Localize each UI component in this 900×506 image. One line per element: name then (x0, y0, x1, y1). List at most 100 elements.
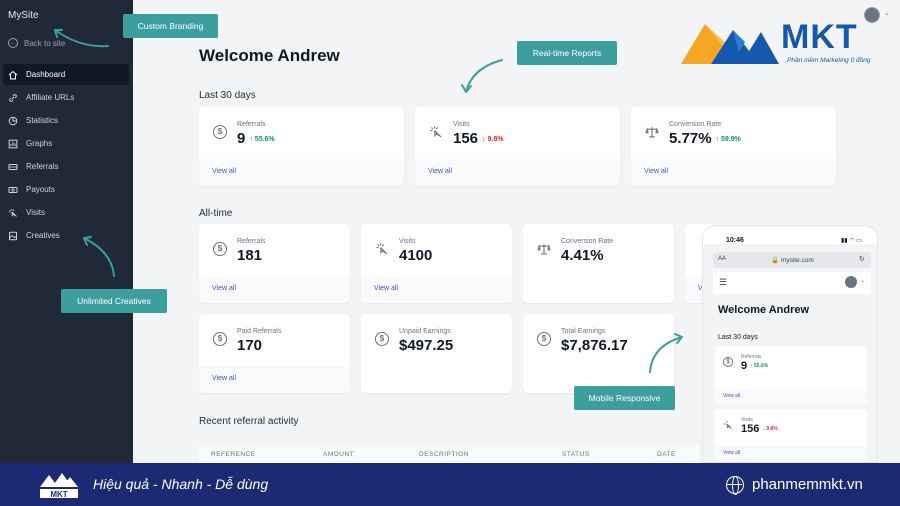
stat-label: Referrals (237, 121, 266, 128)
callout-mobile-responsive: Mobile Responsive (574, 386, 675, 410)
referral-table-header: REFERENCE AMOUNT DESCRIPTION STATUS DATE (199, 445, 699, 463)
stat-change: ↑ 55.6% (750, 363, 769, 369)
column-header[interactable]: REFERENCE (211, 451, 256, 458)
sidebar-item-graphs[interactable]: Graphs (3, 133, 129, 154)
card-footer: View all (715, 389, 867, 404)
sidebar-item-visits[interactable]: Visits (3, 202, 129, 223)
view-all-link[interactable]: V (698, 285, 703, 292)
card-footer: View all (631, 159, 836, 186)
sidebar-item-label: Payouts (26, 185, 55, 194)
site-brand[interactable]: MySite (8, 10, 39, 21)
stat-value: 4100 (399, 247, 433, 264)
column-header[interactable]: DATE (657, 451, 676, 458)
stat-card-visits-alltime: Visits 4100 View all (361, 224, 512, 303)
view-all-link[interactable]: View all (723, 450, 741, 456)
card-footer: View all (199, 276, 350, 303)
view-all-link[interactable]: View all (374, 285, 398, 292)
callout-unlimited-creatives: Unlimited Creatives (61, 289, 167, 313)
card-footer: View all (415, 159, 620, 186)
view-all-link[interactable]: View all (723, 393, 741, 399)
stat-change: ↓ 9.8% (482, 136, 504, 143)
view-all-link[interactable]: View all (212, 168, 236, 175)
globe-icon (726, 476, 744, 495)
card-footer: View all (199, 366, 350, 393)
banner-logo-text: MKT (50, 490, 67, 499)
text-size-button[interactable]: AA (718, 256, 727, 262)
stat-card-conversion-rate: Conversion Rate 5.77% ↑ 59.9% View all (631, 107, 836, 186)
dollar-icon: $ (375, 332, 389, 346)
stat-number: 156 (453, 130, 479, 147)
sidebar-item-label: Creatives (26, 231, 60, 240)
sidebar-item-dashboard[interactable]: Dashboard (3, 64, 129, 85)
stat-card-unpaid-earnings: $ Unpaid Earnings $497.25 (361, 314, 512, 393)
pie-chart-icon (8, 116, 18, 125)
stat-label: Visits (453, 121, 470, 128)
stat-label: Visits (741, 417, 753, 423)
stat-number: 9 (741, 360, 748, 372)
banner-tagline: Hiệu quả - Nhanh - Dễ dùng (93, 476, 269, 492)
arrow-realtime-reports (465, 59, 503, 93)
section-title-last-30-days: Last 30 days (199, 90, 256, 101)
stat-change-value: 9.8% (487, 136, 504, 143)
sidebar-item-label: Statistics (26, 116, 59, 125)
back-to-site-label: Back to site (24, 38, 66, 48)
mobile-preview: 10:46 ▮▮ ◠ ▭ AA 🔒 mysite.com ↻ ☰ ⌄ Welco… (702, 225, 878, 463)
view-all-link[interactable]: View all (644, 168, 668, 175)
chevron-down-icon[interactable]: ⌄ (860, 278, 866, 284)
image-icon (9, 231, 17, 240)
column-header[interactable]: DESCRIPTION (419, 451, 469, 458)
callout-realtime-reports: Real-time Reports (517, 41, 617, 65)
stat-value: $7,876.17 (561, 337, 628, 354)
stat-card-visits: Visits 156 ↓ 9.8% View all (415, 107, 620, 186)
dollar-icon: $ (537, 332, 551, 346)
dollar-icon: $ (213, 332, 227, 346)
reload-icon[interactable]: ↻ (859, 256, 865, 263)
sidebar-item-label: Referrals (26, 162, 59, 171)
section-title-all-time: All-time (199, 208, 233, 219)
view-all-link[interactable]: View all (428, 168, 452, 175)
phone-section-title: Last 30 days (718, 334, 758, 341)
sidebar-item-payouts[interactable]: Payouts (3, 179, 129, 200)
stat-card-conversion-rate-alltime: Conversion Rate 4.41% (523, 224, 674, 303)
website-link[interactable]: phanmemmkt.vn (752, 476, 863, 493)
stat-change: ↑ 55.6% (249, 136, 275, 143)
stat-card-referrals-alltime: $ Referrals 181 View all (199, 224, 350, 303)
stat-value: $497.25 (399, 337, 454, 354)
arrow-left-icon: ← (8, 38, 18, 48)
dollar-icon: $ (213, 125, 227, 139)
sidebar-item-statistics[interactable]: Statistics (3, 110, 129, 131)
sidebar-item-creatives[interactable]: Creatives (3, 225, 129, 246)
stat-change-value: 55.6% (254, 136, 275, 143)
sidebar: MySite ← Back to site Dashboard Affiliat… (0, 0, 133, 463)
stat-label: Total Earnings (561, 328, 606, 335)
sidebar-item-label: Dashboard (26, 70, 66, 79)
home-icon (8, 70, 18, 79)
stat-number: 9 (237, 130, 246, 147)
back-to-site-link[interactable]: ← Back to site (8, 38, 65, 48)
phone-url-bar[interactable]: AA 🔒 mysite.com ↻ (713, 252, 871, 268)
phone-avatar[interactable] (845, 276, 857, 288)
column-header[interactable]: AMOUNT (323, 451, 355, 458)
card-footer: View all (199, 159, 404, 186)
menu-icon[interactable]: ☰ (719, 277, 728, 287)
chevron-down-icon[interactable]: ⌄ (884, 10, 890, 17)
arrow-realtime-reports-head (461, 84, 472, 93)
cursor-click-icon (375, 242, 389, 256)
dollar-icon: $ (213, 242, 227, 256)
mkt-logo: MKT Phần mềm Marketing 0 đồng (679, 12, 884, 68)
stat-value: 9 ↑ 55.6% (237, 130, 275, 147)
column-header[interactable]: STATUS (562, 451, 590, 458)
view-all-link[interactable]: View all (212, 285, 236, 292)
view-all-link[interactable]: View all (212, 375, 236, 382)
ticket-icon (8, 163, 18, 170)
sidebar-item-referrals[interactable]: Referrals (3, 156, 129, 177)
logo-subtitle: Phần mềm Marketing 0 đồng (787, 57, 871, 64)
callout-custom-branding: Custom Branding (123, 14, 218, 38)
sidebar-item-affiliate-urls[interactable]: Affiliate URLs (3, 87, 129, 108)
cursor-click-icon (429, 125, 443, 139)
stat-change-value: 59.9% (721, 136, 741, 143)
card-footer: View all (361, 276, 512, 303)
stat-change-value: 55.6% (754, 363, 769, 369)
stat-label: Conversion Rate (669, 121, 722, 128)
user-avatar[interactable] (864, 7, 880, 23)
